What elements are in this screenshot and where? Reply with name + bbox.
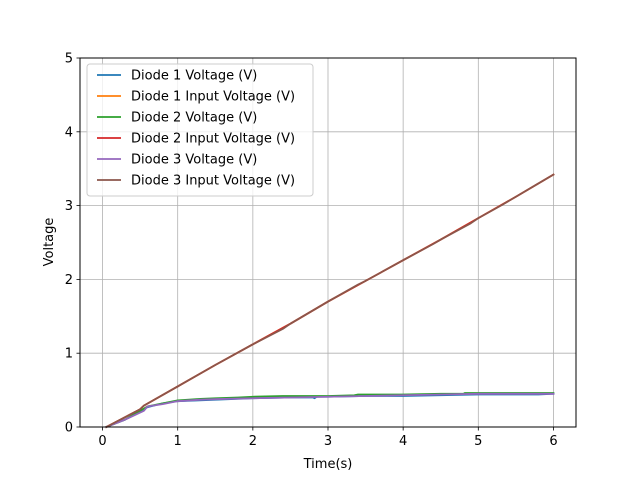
legend-label: Diode 3 Input Voltage (V) bbox=[131, 174, 295, 189]
y-tick-label: 1 bbox=[65, 347, 73, 362]
legend-label: Diode 3 Voltage (V) bbox=[131, 153, 257, 168]
legend-label: Diode 1 Input Voltage (V) bbox=[131, 90, 295, 105]
x-tick-label: 4 bbox=[399, 434, 407, 449]
axis-ticks: 0 1 2 3 4 5 6 0 1 2 3 4 5 bbox=[65, 52, 558, 450]
x-tick-label: 1 bbox=[174, 434, 182, 449]
x-tick-label: 0 bbox=[98, 434, 106, 449]
y-axis-label: Voltage bbox=[42, 218, 57, 267]
series-layer bbox=[105, 173, 555, 429]
y-tick-label: 2 bbox=[65, 273, 73, 288]
legend-box bbox=[86, 63, 314, 197]
legend-label: Diode 1 Voltage (V) bbox=[131, 69, 257, 84]
legend-label: Diode 2 Voltage (V) bbox=[131, 111, 257, 126]
x-tick-label: 6 bbox=[549, 434, 557, 449]
x-axis-label: Time(s) bbox=[303, 457, 353, 472]
y-tick-label: 4 bbox=[65, 125, 73, 140]
x-tick-label: 2 bbox=[249, 434, 257, 449]
y-tick-label: 3 bbox=[65, 199, 73, 214]
series-line-6 bbox=[105, 173, 555, 429]
y-tick-label: 5 bbox=[65, 52, 73, 67]
series-line-5 bbox=[105, 392, 555, 429]
y-tick-label: 0 bbox=[65, 421, 73, 436]
legend-label: Diode 2 Input Voltage (V) bbox=[131, 132, 295, 147]
legend: Diode 1 Voltage (V) Diode 1 Input Voltage… bbox=[86, 63, 314, 197]
x-tick-label: 5 bbox=[474, 434, 482, 449]
x-tick-label: 3 bbox=[324, 434, 332, 449]
